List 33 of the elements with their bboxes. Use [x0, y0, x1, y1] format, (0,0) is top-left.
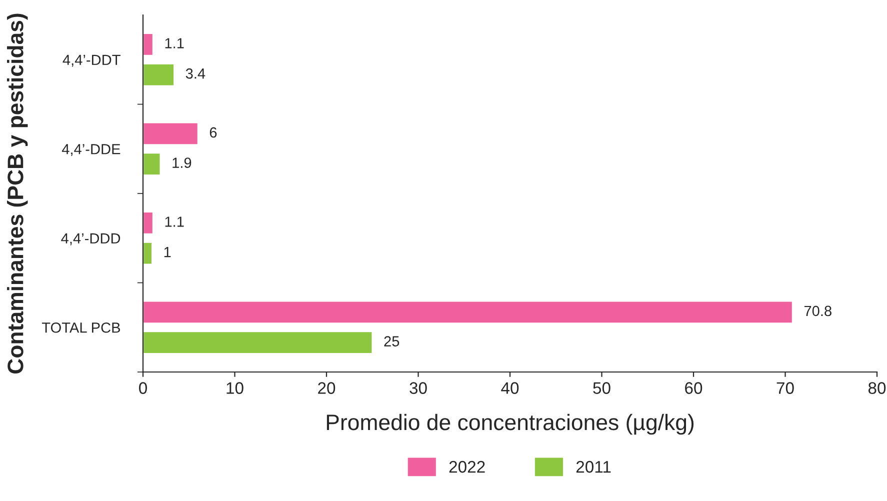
x-tick-label: 70: [776, 382, 794, 394]
data-label: 25: [384, 336, 400, 346]
bar: [143, 32, 154, 56]
bar: [143, 300, 794, 324]
x-tick-label: 30: [410, 382, 427, 394]
x-tick-label: 0: [139, 382, 147, 394]
bar: [143, 241, 153, 266]
y-tick-label: 4,4’-DDE: [62, 144, 120, 156]
legend-label: 2022: [449, 460, 485, 473]
data-label: 1.9: [172, 158, 192, 168]
y-tick-label: 4,4’-DDD: [61, 233, 120, 246]
data-label: 6: [210, 127, 217, 138]
bar: [143, 152, 162, 176]
x-tick-label: 50: [593, 382, 610, 394]
data-label: 70.8: [804, 306, 832, 316]
x-axis-title: Promedio de concentraciones (µg/kg): [326, 414, 694, 435]
data-label: 1.1: [165, 38, 184, 48]
x-tick-label: 10: [226, 382, 244, 394]
x-tick-label: 40: [501, 382, 519, 394]
x-tick-label: 20: [318, 382, 336, 394]
y-tick-label: 4,4’-DDT: [62, 54, 120, 67]
legend-label: 2011: [576, 460, 611, 473]
data-label: 3.4: [186, 68, 206, 79]
x-tick-label: 80: [868, 382, 886, 394]
data-label: 1.1: [165, 216, 184, 227]
bar: [143, 62, 175, 87]
y-tick-label: TOTAL PCB: [42, 322, 120, 333]
bar: [143, 122, 199, 146]
x-tick-label: 60: [685, 382, 702, 394]
bar: [143, 330, 374, 354]
bar: [143, 211, 154, 235]
y-axis-title: Contaminantes (PCB y pesticidas): [7, 14, 28, 374]
data-label: 1: [164, 247, 171, 258]
